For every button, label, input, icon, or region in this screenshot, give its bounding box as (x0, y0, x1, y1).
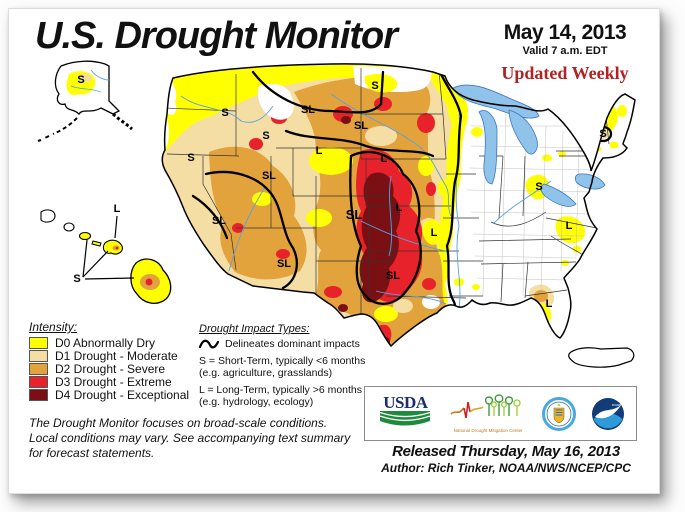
ndmc-logo: National Drought Mitigation Center (449, 394, 527, 433)
release-block: Released Thursday, May 16, 2013 Author: … (367, 443, 645, 475)
legend-item: D4 Drought - Exceptional (29, 387, 199, 402)
updated-weekly-label: Updated Weekly (501, 63, 629, 83)
impact-label-l-9: L (396, 202, 403, 214)
agency-logos-box: USDA (364, 386, 637, 441)
map-date: May 14, 2013 (503, 21, 627, 44)
noaa-text: noaa (612, 402, 622, 407)
impact-label-s-21: S (73, 273, 80, 285)
valid-time: Valid 7 a.m. EDT (522, 45, 608, 57)
legend-item: D0 Abnormally Dry (29, 335, 199, 350)
released-author: Author: Rich Tinker, NOAA/NWS/NCEP/CPC (381, 461, 631, 475)
impact-label-l-7: L (381, 153, 388, 165)
impact-label-s-0: S (221, 107, 228, 119)
short-term-line: S = Short-Term, typically <6 months (199, 355, 366, 367)
impact-label-s-15: S (535, 181, 542, 193)
long-term-example: (e.g. hydrology, ecology) (199, 396, 314, 408)
impact-label-s-2: S (371, 80, 378, 92)
hawaii-inset (40, 209, 172, 304)
impact-label-sl-8: SL (262, 170, 276, 182)
legend-swatch-d2 (29, 362, 48, 375)
long-term-line: L = Long-Term, typically >6 months (199, 384, 363, 396)
impact-label-sl-14: SL (386, 270, 400, 282)
disclaimer-line1: The Drought Monitor focuses on broad-sca… (29, 416, 328, 430)
legend-swatch-d4 (29, 388, 48, 401)
impact-label-sl-13: SL (277, 258, 291, 270)
impact-label-l-16: L (566, 220, 573, 232)
impact-label-s-5: S (187, 152, 194, 164)
date-block: May 14, 2013 Valid 7 a.m. EDT (477, 21, 653, 57)
impact-label-s-19: S (77, 74, 84, 86)
us-drought-map: S SL S SL S S L L SL L SL SL L SL SL S L S L S L S (31, 56, 661, 431)
intensity-legend: Intensity: D0 Abnormally Dry D1 Drought -… (29, 320, 199, 402)
legend-item: D2 Drought - Severe (29, 361, 199, 376)
noaa-logo-icon: noaa (591, 397, 624, 430)
impact-types: Drought Impact Types: Delineates dominan… (199, 323, 384, 408)
impact-label-sl-11: SL (346, 207, 363, 222)
legend-label: D1 Drought - Moderate (55, 348, 178, 363)
impact-label-l-20: L (114, 203, 121, 215)
impact-types-title: Drought Impact Types: (199, 323, 310, 335)
page-sheet: U.S. Drought Monitor May 14, 2013 Valid … (8, 8, 660, 494)
usda-wordmark: USDA (383, 392, 428, 412)
legend-label: D2 Drought - Severe (55, 361, 166, 376)
legend-item: D1 Drought - Moderate (29, 348, 199, 363)
impact-label-sl-3: SL (354, 120, 368, 132)
legend-label: D4 Drought - Exceptional (55, 387, 190, 402)
released-date: Released Thursday, May 16, 2013 (392, 443, 620, 460)
legend-label: D0 Abnormally Dry (55, 335, 156, 350)
puerto-rico-inset (568, 347, 635, 368)
legend-swatch-d1 (29, 349, 48, 362)
legend-swatch-d3 (29, 375, 48, 388)
page-title: U.S. Drought Monitor (35, 15, 398, 57)
doc-seal-icon (541, 396, 576, 431)
usda-logo: USDA (376, 392, 434, 433)
great-lakes (452, 84, 606, 207)
legend-swatch-d0 (29, 336, 48, 349)
legend-rows: D0 Abnormally Dry D1 Drought - Moderate D2… (29, 335, 199, 402)
short-term-example: (e.g. agriculture, grasslands) (199, 367, 333, 379)
legend-label: D3 Drought - Extreme (55, 374, 172, 389)
ndmc-caption: National Drought Mitigation Center (453, 428, 523, 433)
squiggle-icon (199, 339, 219, 349)
disclaimer-line3: for forecast statements. (29, 446, 155, 460)
disclaimer: The Drought Monitor focuses on broad-sca… (29, 416, 374, 461)
impact-label-sl-10: SL (212, 215, 226, 227)
impact-label-s-4: S (262, 130, 269, 142)
impact-label-l-18: L (546, 298, 553, 310)
impact-label-l-6: L (316, 145, 323, 157)
ndmc-logo-icon (450, 394, 521, 419)
legend-item: D3 Drought - Extreme (29, 374, 199, 389)
impact-label-sl-1: SL (301, 104, 315, 116)
disclaimer-line2: Local conditions may vary. See accompany… (29, 431, 351, 445)
delineates-text: Delineates dominant impacts (225, 338, 360, 350)
impact-label-l-12: L (431, 227, 438, 239)
alaska-inset (37, 60, 133, 142)
usda-swoosh-icon (380, 410, 431, 425)
impact-label-s-17: S (599, 128, 606, 140)
legend-title: Intensity: (29, 320, 78, 334)
